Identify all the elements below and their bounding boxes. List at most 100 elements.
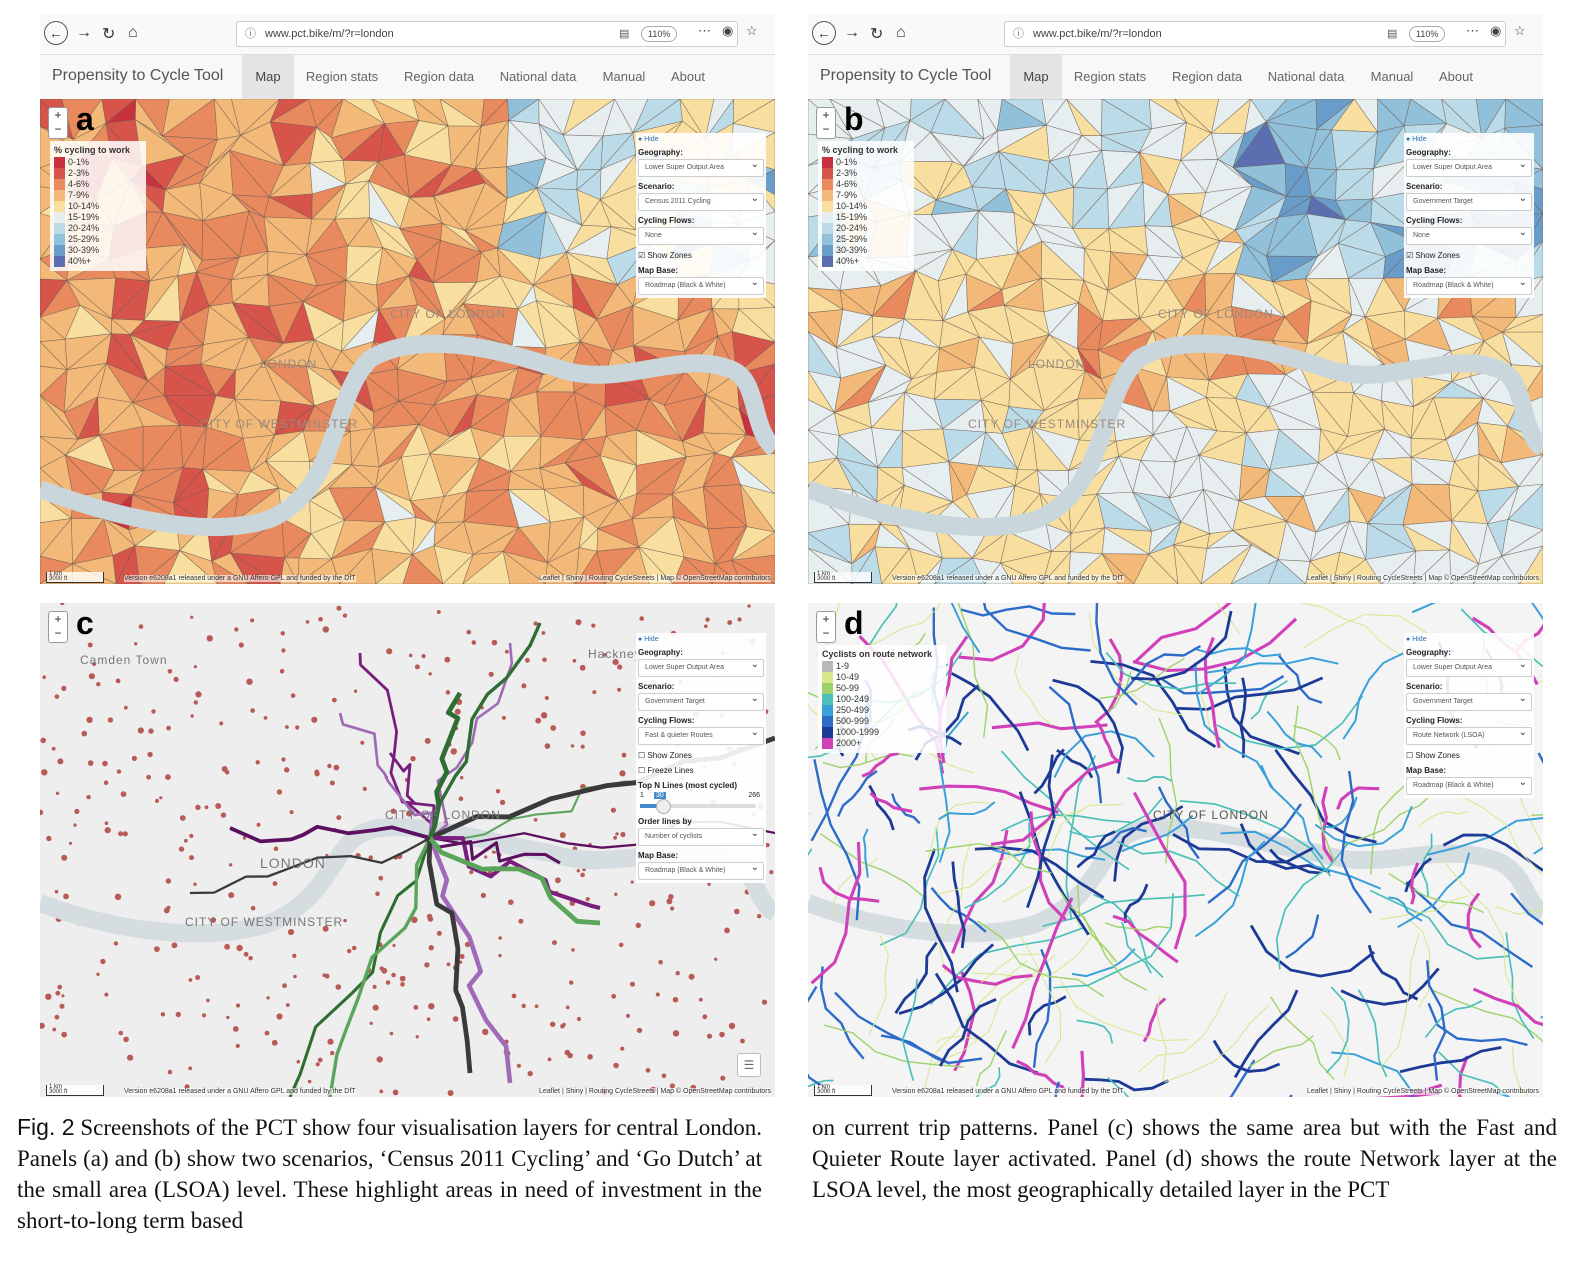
- network-segment[interactable]: [1239, 677, 1248, 758]
- network-segment[interactable]: [976, 920, 1104, 998]
- network-segment[interactable]: [868, 934, 889, 1036]
- network-segment[interactable]: [1321, 786, 1335, 863]
- version-note[interactable]: Version e6208a1 released under a GNU Aff…: [124, 575, 356, 582]
- route-line[interactable]: [388, 752, 433, 839]
- network-segment[interactable]: [1096, 721, 1120, 764]
- network-segment[interactable]: [819, 966, 865, 1060]
- network-segment[interactable]: [923, 848, 959, 993]
- hide-toggle[interactable]: ● Hide: [1406, 636, 1427, 643]
- pocket-icon[interactable]: ◉: [722, 23, 734, 38]
- network-segment[interactable]: [1388, 872, 1484, 914]
- route-line[interactable]: [427, 691, 463, 839]
- network-segment[interactable]: [1379, 895, 1469, 920]
- route-line[interactable]: [428, 836, 601, 926]
- flows-select[interactable]: Fast & quieter Routes: [638, 725, 764, 745]
- network-segment[interactable]: [1000, 750, 1130, 871]
- network-segment[interactable]: [1410, 862, 1420, 905]
- network-segment[interactable]: [973, 1067, 1001, 1097]
- scenario-select[interactable]: Census 2011 Cycling: [638, 191, 764, 211]
- network-segment[interactable]: [1112, 914, 1179, 964]
- network-segment[interactable]: [1285, 914, 1320, 959]
- geography-select[interactable]: Lower Super Output Area: [1406, 157, 1532, 177]
- route-line[interactable]: [429, 835, 601, 910]
- network-segment[interactable]: [1418, 811, 1469, 828]
- network-segment[interactable]: [1323, 796, 1358, 829]
- network-segment[interactable]: [1427, 1002, 1528, 1047]
- route-line[interactable]: [428, 622, 542, 839]
- network-segment[interactable]: [1161, 675, 1285, 695]
- network-segment[interactable]: [863, 603, 947, 649]
- network-segment[interactable]: [1275, 842, 1349, 970]
- network-segment[interactable]: [1314, 805, 1413, 848]
- network-segment[interactable]: [938, 711, 969, 863]
- network-segment[interactable]: [818, 866, 880, 903]
- network-segment[interactable]: [1076, 1019, 1114, 1044]
- network-segment[interactable]: [1042, 893, 1205, 928]
- app-brand[interactable]: Propensity to Cycle Tool: [820, 67, 992, 84]
- zoom-badge[interactable]: 110%: [641, 26, 678, 42]
- flows-select[interactable]: None: [638, 225, 764, 245]
- network-segment[interactable]: [1293, 705, 1336, 863]
- home-icon[interactable]: ⌂: [896, 24, 906, 41]
- show-zones-checkbox[interactable]: ☑ Show Zones: [1406, 251, 1460, 260]
- route-line[interactable]: [189, 836, 431, 895]
- network-segment[interactable]: [1018, 791, 1090, 936]
- network-segment[interactable]: [1357, 989, 1388, 1078]
- network-segment[interactable]: [1121, 921, 1152, 974]
- network-segment[interactable]: [1442, 833, 1543, 872]
- route-line[interactable]: [288, 837, 432, 1097]
- zone-polygon[interactable]: [1519, 545, 1543, 584]
- network-segment[interactable]: [1239, 823, 1331, 874]
- network-segment[interactable]: [951, 861, 966, 949]
- network-segment[interactable]: [808, 758, 811, 815]
- network-segment[interactable]: [1134, 603, 1284, 663]
- network-segment[interactable]: [808, 845, 813, 887]
- network-segment[interactable]: [1269, 848, 1321, 875]
- network-segment[interactable]: [1065, 755, 1097, 921]
- route-line[interactable]: [428, 836, 561, 865]
- version-note[interactable]: Version e6208a1 released under a GNU Aff…: [892, 575, 1124, 582]
- network-segment[interactable]: [1510, 892, 1543, 1008]
- network-segment[interactable]: [1274, 748, 1377, 844]
- url-bar[interactable]: ⓘ www.pct.bike/m/?r=london ▤ 110%: [1004, 21, 1506, 47]
- app-brand[interactable]: Propensity to Cycle Tool: [52, 67, 224, 84]
- forward-icon[interactable]: →: [844, 24, 860, 41]
- network-segment[interactable]: [925, 842, 1052, 874]
- tab-region-stats[interactable]: Region stats: [1073, 69, 1147, 84]
- network-segment[interactable]: [1020, 935, 1062, 1064]
- network-segment[interactable]: [1472, 987, 1544, 1035]
- network-segment[interactable]: [1002, 804, 1123, 903]
- network-segment[interactable]: [819, 833, 927, 899]
- more-icon[interactable]: ⋯: [1466, 23, 1479, 38]
- info-icon[interactable]: ⓘ: [245, 28, 256, 40]
- network-segment[interactable]: [1220, 830, 1382, 890]
- network-segment[interactable]: [953, 971, 977, 1072]
- network-segment[interactable]: [1533, 817, 1543, 855]
- network-segment[interactable]: [1131, 610, 1233, 681]
- network-segment[interactable]: [952, 603, 989, 738]
- network-segment[interactable]: [1424, 1000, 1483, 1038]
- network-segment[interactable]: [1404, 857, 1433, 893]
- network-segment[interactable]: [1369, 889, 1509, 960]
- network-segment[interactable]: [958, 603, 1056, 662]
- network-segment[interactable]: [808, 1079, 834, 1092]
- network-segment[interactable]: [1293, 725, 1341, 761]
- network-segment[interactable]: [1466, 892, 1482, 949]
- network-segment[interactable]: [1399, 1046, 1502, 1074]
- network-segment[interactable]: [950, 603, 981, 654]
- network-segment[interactable]: [1342, 652, 1404, 740]
- network-segment[interactable]: [879, 827, 940, 946]
- network-segment[interactable]: [1411, 603, 1543, 627]
- route-map[interactable]: Camden Town Hackney CITY OF LONDON LONDO…: [40, 603, 775, 1097]
- network-segment[interactable]: [1425, 808, 1543, 857]
- network-segment[interactable]: [901, 978, 918, 1081]
- choropleth-map[interactable]: CITY OF LONDON LONDON CITY OF WESTMINSTE…: [40, 99, 775, 584]
- network-segment[interactable]: [1325, 986, 1350, 1074]
- network-segment[interactable]: [1156, 995, 1167, 1086]
- map-credits[interactable]: Leaflet | Shiny | Routing CycleStreets |…: [1306, 575, 1539, 582]
- network-segment[interactable]: [1179, 799, 1332, 877]
- network-segment[interactable]: [934, 1036, 980, 1044]
- network-segment[interactable]: [971, 932, 1096, 979]
- network-segment[interactable]: [898, 943, 995, 1015]
- show-zones-checkbox[interactable]: ☐ Show Zones: [638, 751, 692, 760]
